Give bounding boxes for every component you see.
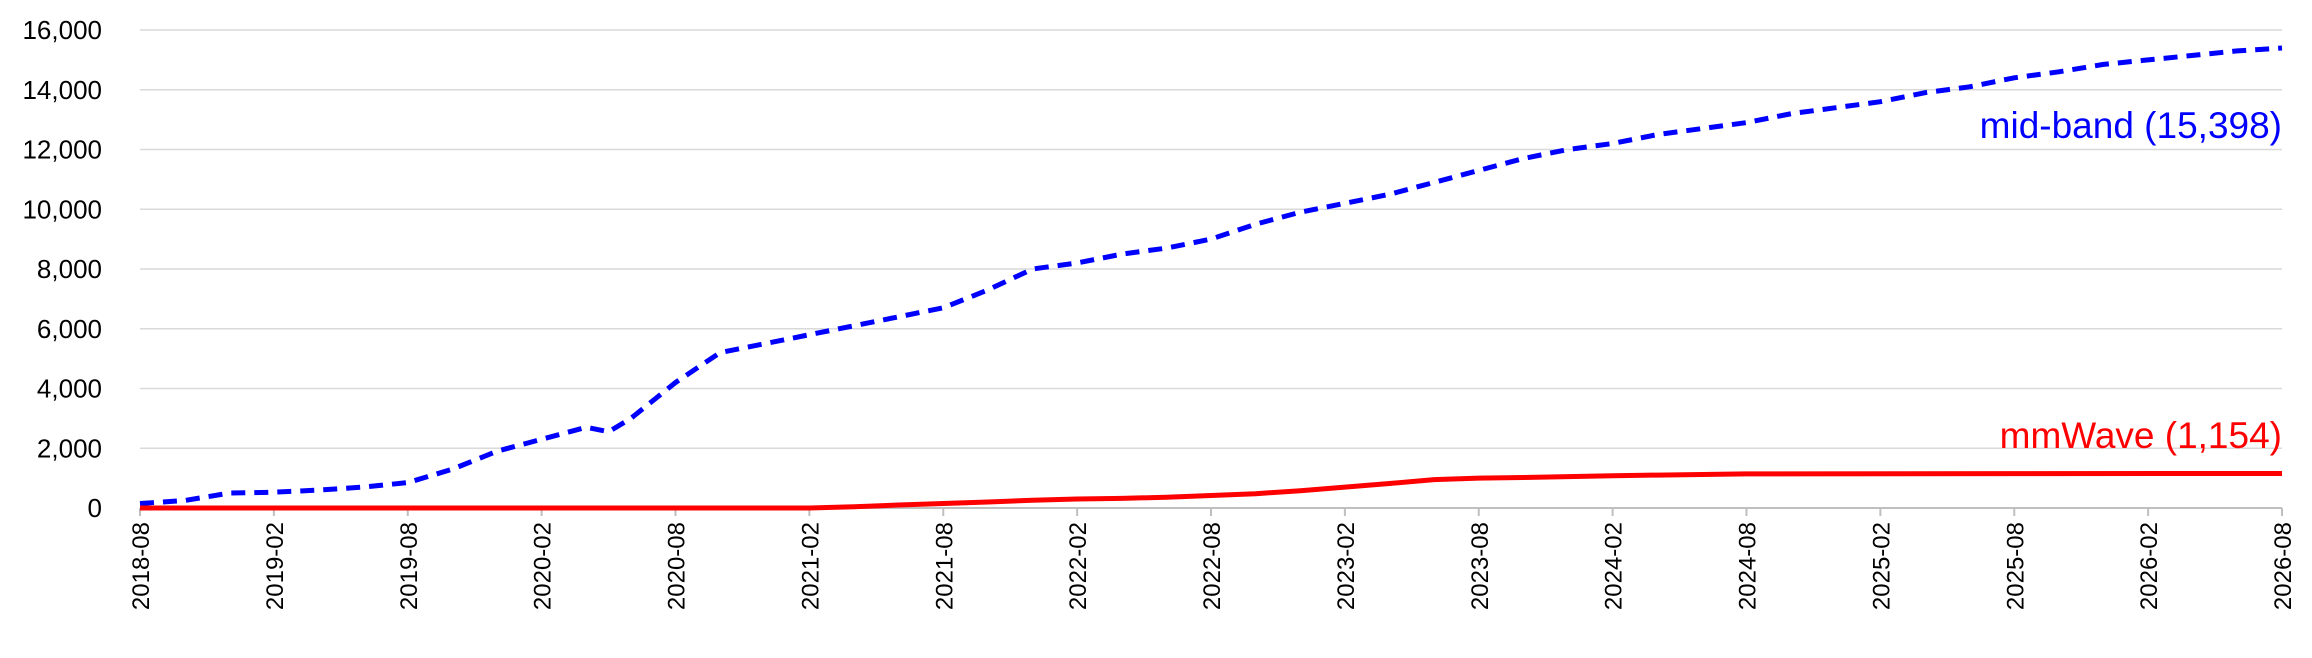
x-tick-label: 2025-02 [1868,522,1895,610]
x-tick-label: 2021-02 [797,522,824,610]
x-axis-ticks: 2018-08 2019-02 2019-08 2020-02 2020-08 2021-… [128,508,2297,610]
y-tick-label: 8,000 [37,254,102,284]
y-tick-label: 14,000 [22,75,102,105]
series-labels: mid-band (15,398) mmWave (1,154) [1980,105,2282,456]
x-tick-label: 2024-08 [1735,522,1762,610]
x-tick-label: 2022-08 [1199,522,1226,610]
y-tick-label: 0 [88,493,102,523]
x-tick-label: 2026-08 [2270,522,2297,610]
y-tick-label: 12,000 [22,135,102,165]
series-lines [139,45,2283,511]
x-tick-label: 2020-08 [664,522,691,610]
x-tick-label: 2019-08 [396,522,423,610]
y-tick-label: 4,000 [37,374,102,404]
y-tick-label: 10,000 [22,194,102,224]
x-tick-label: 2019-02 [262,522,289,610]
x-tick-label: 2024-02 [1601,522,1628,610]
series-label: mid-band (15,398) [1980,105,2282,146]
y-tick-label: 6,000 [37,314,102,344]
x-tick-label: 2026-02 [2136,522,2163,610]
x-tick-label: 2023-02 [1333,522,1360,610]
series-line-mmwave [140,471,2283,511]
x-tick-label: 2022-02 [1065,522,1092,610]
x-tick-label: 2018-08 [128,522,155,610]
x-tick-label: 2025-08 [2002,522,2029,610]
y-tick-label: 2,000 [37,433,102,463]
x-tick-label: 2023-08 [1467,522,1494,610]
y-axis-ticks: 0 2,000 4,000 6,000 8,000 10,000 12,000 14,000 1… [22,15,102,523]
x-tick-label: 2021-08 [931,522,958,610]
gridlines [140,29,2282,449]
x-tick-label: 2020-02 [530,522,557,610]
y-tick-label: 16,000 [22,15,102,45]
series-line-mid-band [139,45,2283,506]
series-label: mmWave (1,154) [2000,415,2282,456]
